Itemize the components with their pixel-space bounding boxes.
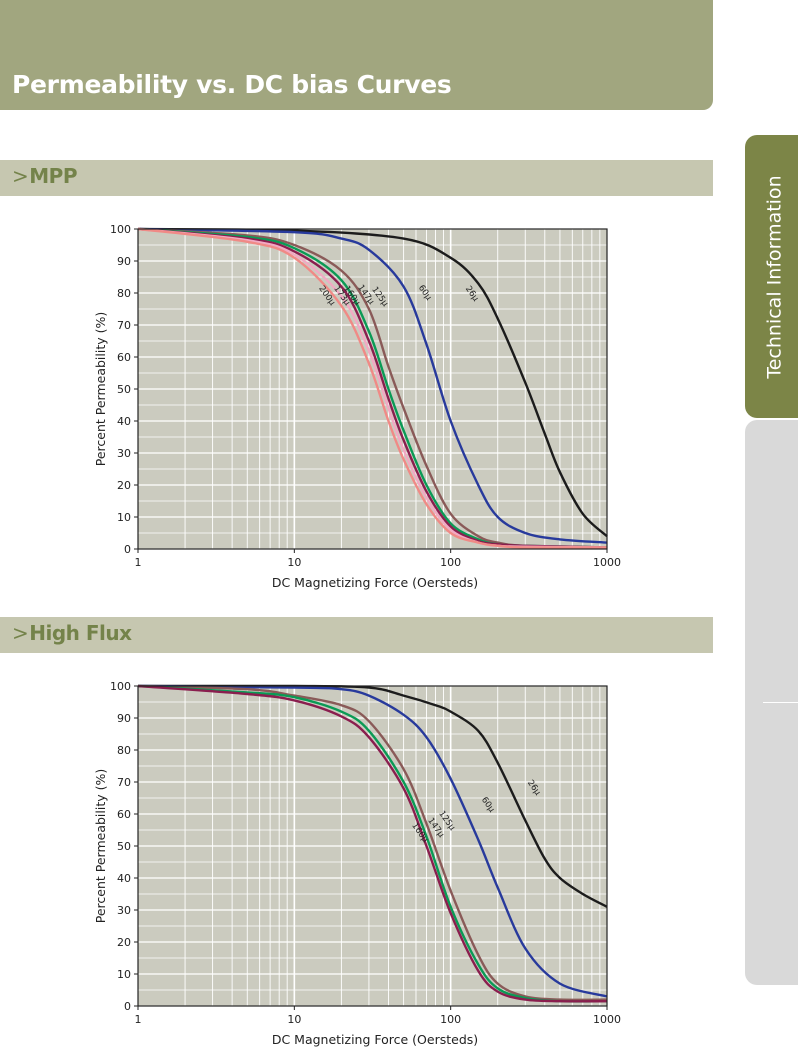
series-line: [137, 227, 608, 544]
series-line: [137, 684, 608, 1003]
series-line: [137, 684, 608, 1003]
section-label-mpp: MPP: [29, 164, 77, 188]
x-axis-label: DC Magnetizing Force (Oersteds): [272, 575, 478, 590]
y-tick-labels: 0 10 20 30 40 50 60 70 80 90 100: [110, 680, 138, 1013]
x-tick-label: 10: [287, 1013, 301, 1026]
y-tick-label: 30: [117, 904, 131, 917]
y-tick-label: 60: [117, 351, 131, 364]
series-line: [137, 227, 608, 549]
y-tick-label: 90: [117, 712, 131, 725]
y-tick-label: 100: [110, 680, 131, 693]
section-title-high-flux: >High Flux: [12, 621, 132, 645]
x-tick-label: 10: [287, 556, 301, 569]
page-header: Permeability vs. DC bias Curves: [0, 0, 713, 110]
y-tick-label: 100: [110, 223, 131, 236]
x-tick-label: 1000: [593, 556, 621, 569]
tab-technical-information-label: Technical Information: [764, 174, 786, 379]
y-tick-label: 50: [117, 383, 131, 396]
series-line: [137, 227, 608, 538]
tab-technical-information[interactable]: Technical Information: [745, 135, 798, 418]
x-tick-labels: 1 10 100 1000: [135, 1006, 621, 1026]
y-tick-label: 40: [117, 872, 131, 885]
y-tick-label: 20: [117, 479, 131, 492]
y-tick-label: 40: [117, 415, 131, 428]
y-tick-label: 80: [117, 287, 131, 300]
y-tick-label: 30: [117, 447, 131, 460]
y-tick-label: 20: [117, 936, 131, 949]
section-bar-mpp: >MPP: [0, 160, 713, 196]
section-title-mpp: >MPP: [12, 164, 77, 188]
y-tick-label: 70: [117, 776, 131, 789]
series-line: [137, 227, 608, 549]
x-tick-label: 100: [440, 556, 461, 569]
y-tick-label: 0: [124, 543, 131, 556]
y-tick-label: 80: [117, 744, 131, 757]
x-tick-labels: 1 10 100 1000: [135, 549, 621, 569]
y-axis-label: Percent Permeability (%): [93, 769, 108, 924]
x-tick-label: 1: [135, 556, 142, 569]
section-bar-high-flux: >High Flux: [0, 617, 713, 653]
series-lines: [137, 227, 608, 549]
x-tick-label: 1000: [593, 1013, 621, 1026]
y-tick-label: 10: [117, 968, 131, 981]
page-title: Permeability vs. DC bias Curves: [12, 70, 452, 99]
side-tab-divider: [763, 702, 798, 703]
y-tick-label: 10: [117, 511, 131, 524]
grid: [138, 228, 607, 550]
chevron-right-icon: >: [12, 164, 29, 188]
chevron-right-icon: >: [12, 621, 29, 645]
y-tick-label: 0: [124, 1000, 131, 1013]
y-tick-label: 90: [117, 255, 131, 268]
y-axis-label: Percent Permeability (%): [93, 312, 108, 467]
series-line: [137, 227, 608, 549]
series-line: [137, 684, 608, 1002]
x-tick-label: 100: [440, 1013, 461, 1026]
x-tick-label: 1: [135, 1013, 142, 1026]
series-lines: [137, 684, 608, 1003]
section-label-high-flux: High Flux: [29, 621, 132, 645]
series-line: [137, 684, 608, 998]
x-axis-label: DC Magnetizing Force (Oersteds): [272, 1032, 478, 1047]
y-tick-label: 60: [117, 808, 131, 821]
y-tick-label: 50: [117, 840, 131, 853]
y-tick-label: 70: [117, 319, 131, 332]
y-tick-labels: 0 10 20 30 40 50 60 70 80 90 100: [110, 223, 138, 556]
